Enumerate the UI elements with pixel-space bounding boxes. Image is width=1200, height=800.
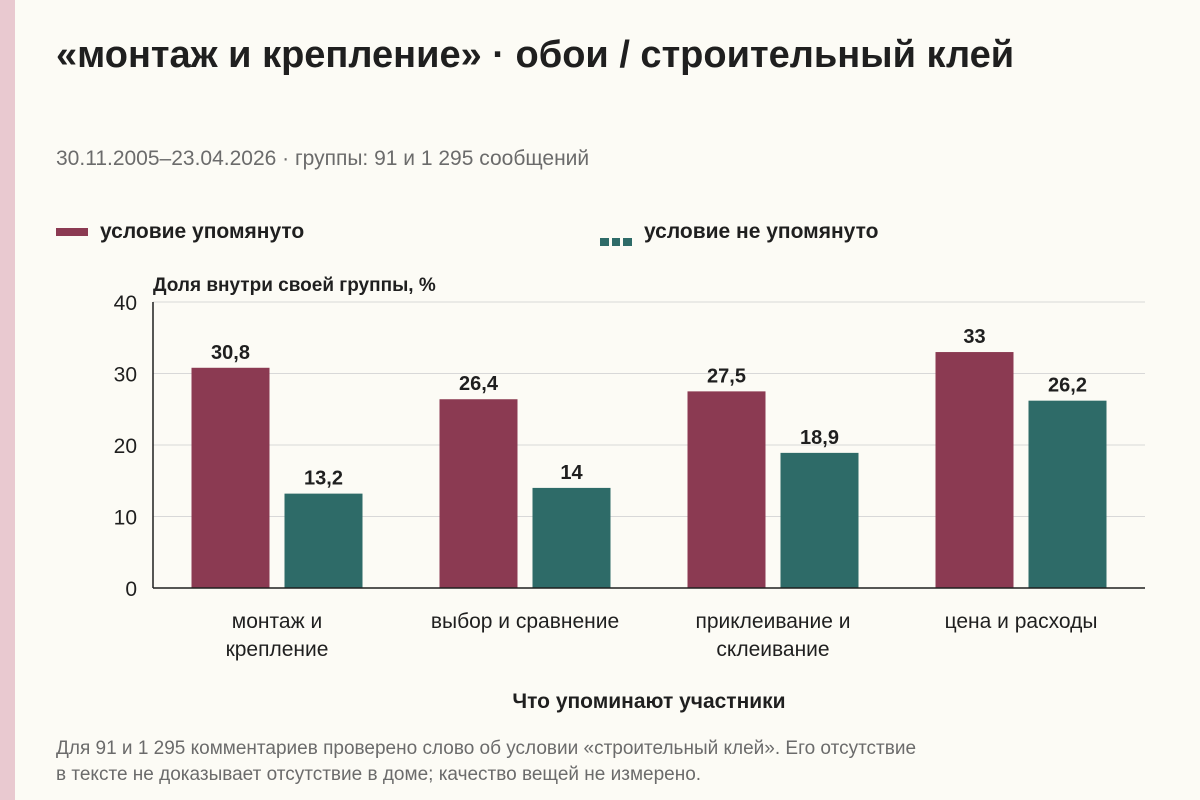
bar (780, 452, 859, 588)
legend-item-mentioned: условие упомянуто (56, 220, 304, 244)
legend-label-mentioned: условие упомянуто (100, 220, 305, 243)
data-label: 26,2 (1048, 375, 1087, 397)
dashed-swatch-icon (600, 238, 632, 246)
chart-title: «монтаж и крепление» · обои / строительн… (56, 34, 1015, 76)
data-label: 13,2 (304, 468, 343, 490)
x-tick-label: крепление (226, 638, 329, 661)
y-tick-label: 10 (114, 507, 137, 530)
legend-swatch-mentioned (56, 228, 88, 236)
bar (1028, 400, 1107, 588)
data-label: 14 (560, 462, 583, 484)
legend-swatch-not-mentioned (600, 228, 632, 246)
x-tick-label: выбор и сравнение (431, 610, 619, 633)
x-tick-label: склеивание (716, 638, 829, 661)
footnote-line-1: Для 91 и 1 295 комментариев проверено сл… (56, 738, 917, 759)
bar (935, 352, 1014, 588)
bar (687, 391, 766, 588)
bar (439, 399, 518, 588)
data-label: 27,5 (707, 365, 746, 387)
data-label: 30,8 (211, 342, 250, 364)
bar (191, 367, 270, 588)
x-axis-label: Что упоминают участники (512, 690, 785, 713)
bar-layer (191, 352, 1107, 588)
axis-layer: 0 10 20 30 40 Доля внутри своей группы, % монт… (114, 275, 1145, 713)
y-tick-label: 40 (114, 292, 137, 315)
x-tick-label: цена и расходы (945, 610, 1098, 633)
label-layer: 30,8 13,2 26,4 14 27,5 18,9 33 26,2 (211, 326, 1087, 490)
chart-subtitle: 30.11.2005–23.04.2026 · группы: 91 и 1 2… (56, 147, 590, 170)
footnote-line-2: в тексте не доказывает отсутствие в доме… (56, 764, 702, 785)
bar (532, 487, 611, 588)
y-tick-label: 0 (125, 578, 137, 601)
bar (284, 493, 363, 588)
footnote: Для 91 и 1 295 комментариев проверено сл… (56, 736, 1146, 788)
legend-item-not-mentioned: условие не упомянуто (600, 220, 879, 246)
x-tick-label: монтаж и (232, 610, 322, 633)
accent-bar (0, 0, 15, 800)
legend-label-not-mentioned: условие не упомянуто (644, 220, 879, 243)
data-label: 18,9 (800, 427, 839, 449)
x-tick-label: приклеивание и (695, 610, 850, 633)
data-label: 26,4 (459, 373, 499, 395)
y-axis-label: Доля внутри своей группы, % (153, 275, 436, 296)
y-tick-label: 20 (114, 435, 137, 458)
y-tick-label: 30 (114, 364, 137, 387)
data-label: 33 (963, 326, 985, 348)
